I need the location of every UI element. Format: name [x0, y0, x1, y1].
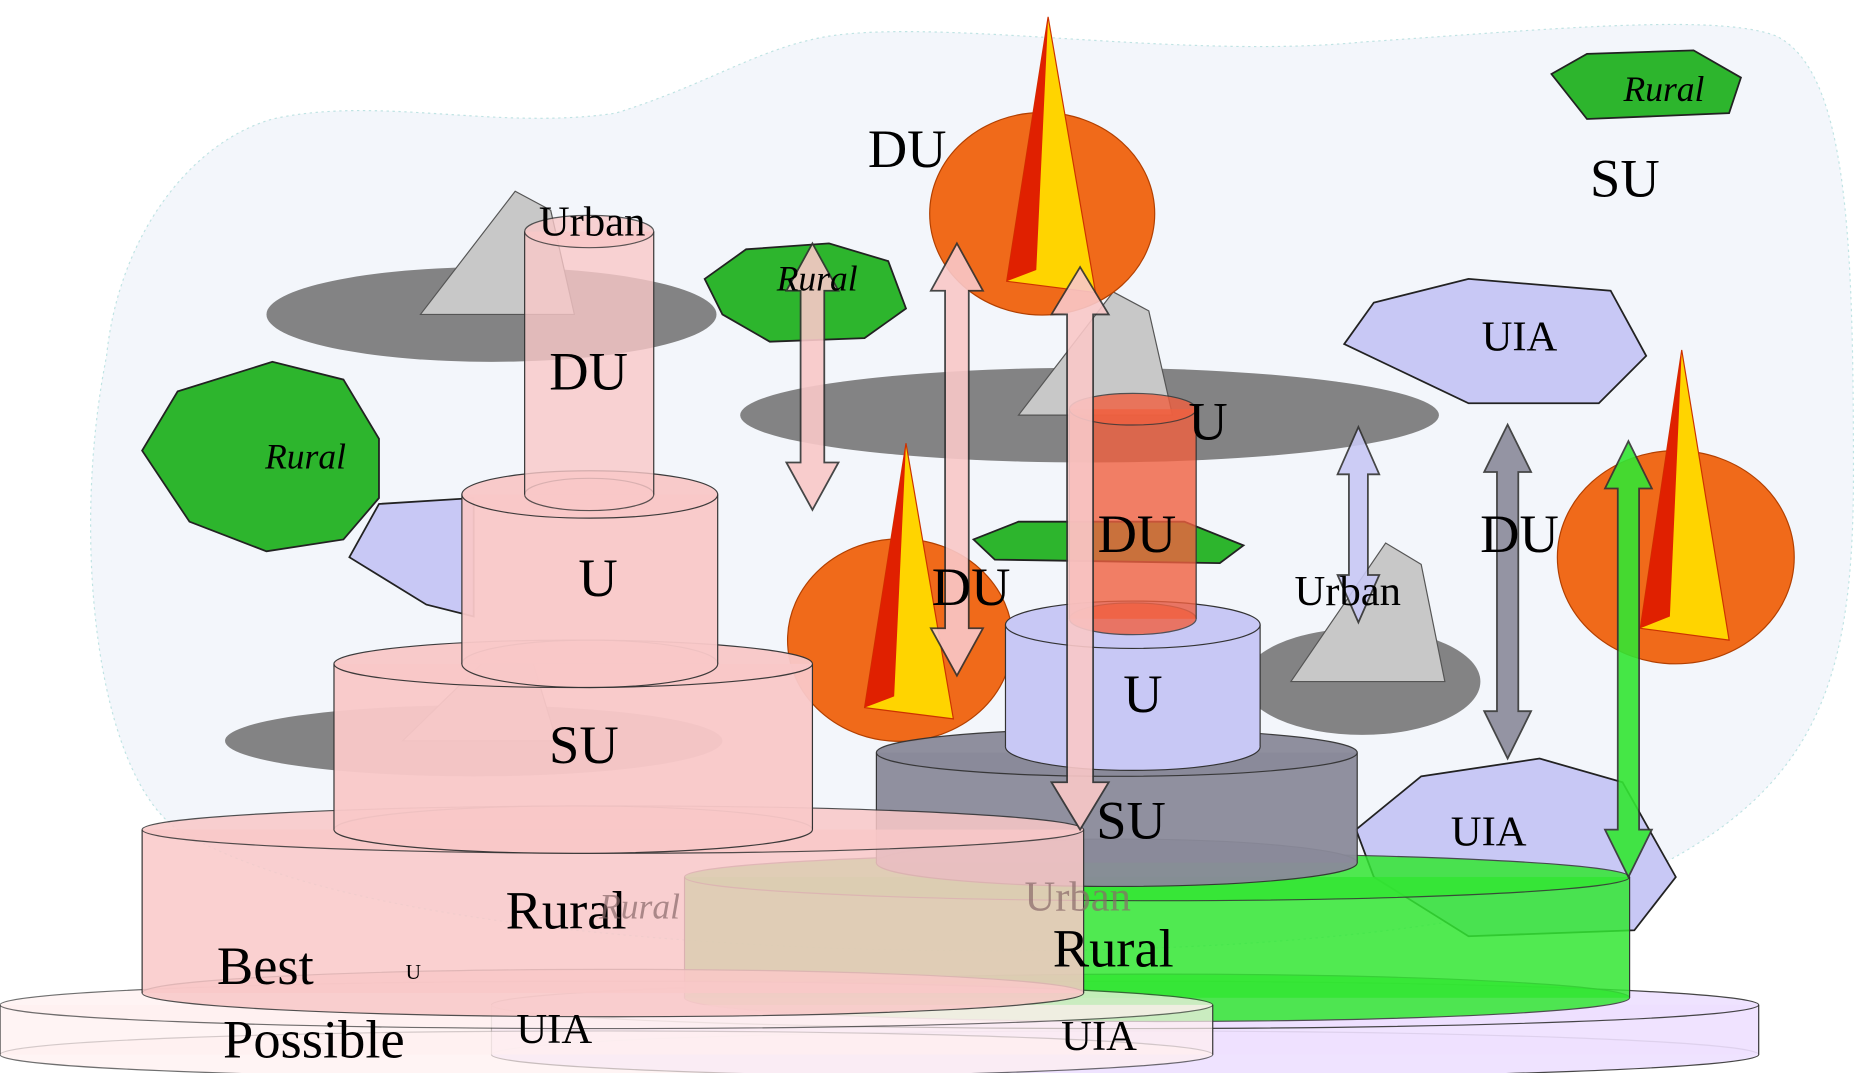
label: DU: [1098, 503, 1177, 564]
cylinder-body: [461, 494, 718, 664]
label: Possible: [223, 1009, 405, 1070]
label: SU: [549, 714, 619, 775]
rural-region: [1550, 49, 1743, 120]
cylinder-body: [333, 663, 813, 830]
label: Urban: [539, 198, 646, 245]
double-arrow: [1603, 439, 1654, 879]
double-arrow: [1482, 422, 1533, 761]
label: Rural: [506, 880, 627, 941]
label: Rural: [776, 259, 858, 299]
label: DU: [1480, 503, 1559, 564]
double-arrow: [929, 241, 985, 678]
label: Rural: [264, 436, 346, 476]
label: UIA: [516, 1006, 592, 1053]
label: SU: [1590, 148, 1660, 209]
label: UIA: [1061, 1013, 1137, 1060]
label: UIA: [1482, 313, 1558, 360]
rural-region: [141, 360, 380, 553]
peak-shade: [1006, 16, 1049, 282]
double-arrow: [1336, 424, 1381, 625]
label: Urban: [1024, 873, 1131, 920]
cylinder-body: [524, 231, 654, 495]
cylinder-top: [524, 214, 655, 249]
label: U: [1188, 390, 1227, 451]
label: Rural: [1623, 69, 1705, 109]
label: DU: [868, 118, 947, 179]
label: Urban: [1294, 568, 1401, 615]
double-arrow: [784, 241, 840, 512]
label: Best: [217, 935, 314, 996]
label: U: [1123, 663, 1162, 724]
double-arrow: [1049, 265, 1111, 832]
label: Rural: [1053, 917, 1174, 978]
label: DU: [932, 556, 1011, 617]
label: U: [406, 960, 421, 984]
label: DU: [549, 341, 628, 402]
cylinder-body: [142, 829, 1084, 994]
peak-shade: [864, 443, 906, 708]
label: U: [578, 547, 617, 608]
label: UIA: [1451, 808, 1527, 855]
label: Rural: [598, 886, 680, 926]
uia-region: [1342, 278, 1648, 405]
label: SU: [1096, 790, 1166, 851]
